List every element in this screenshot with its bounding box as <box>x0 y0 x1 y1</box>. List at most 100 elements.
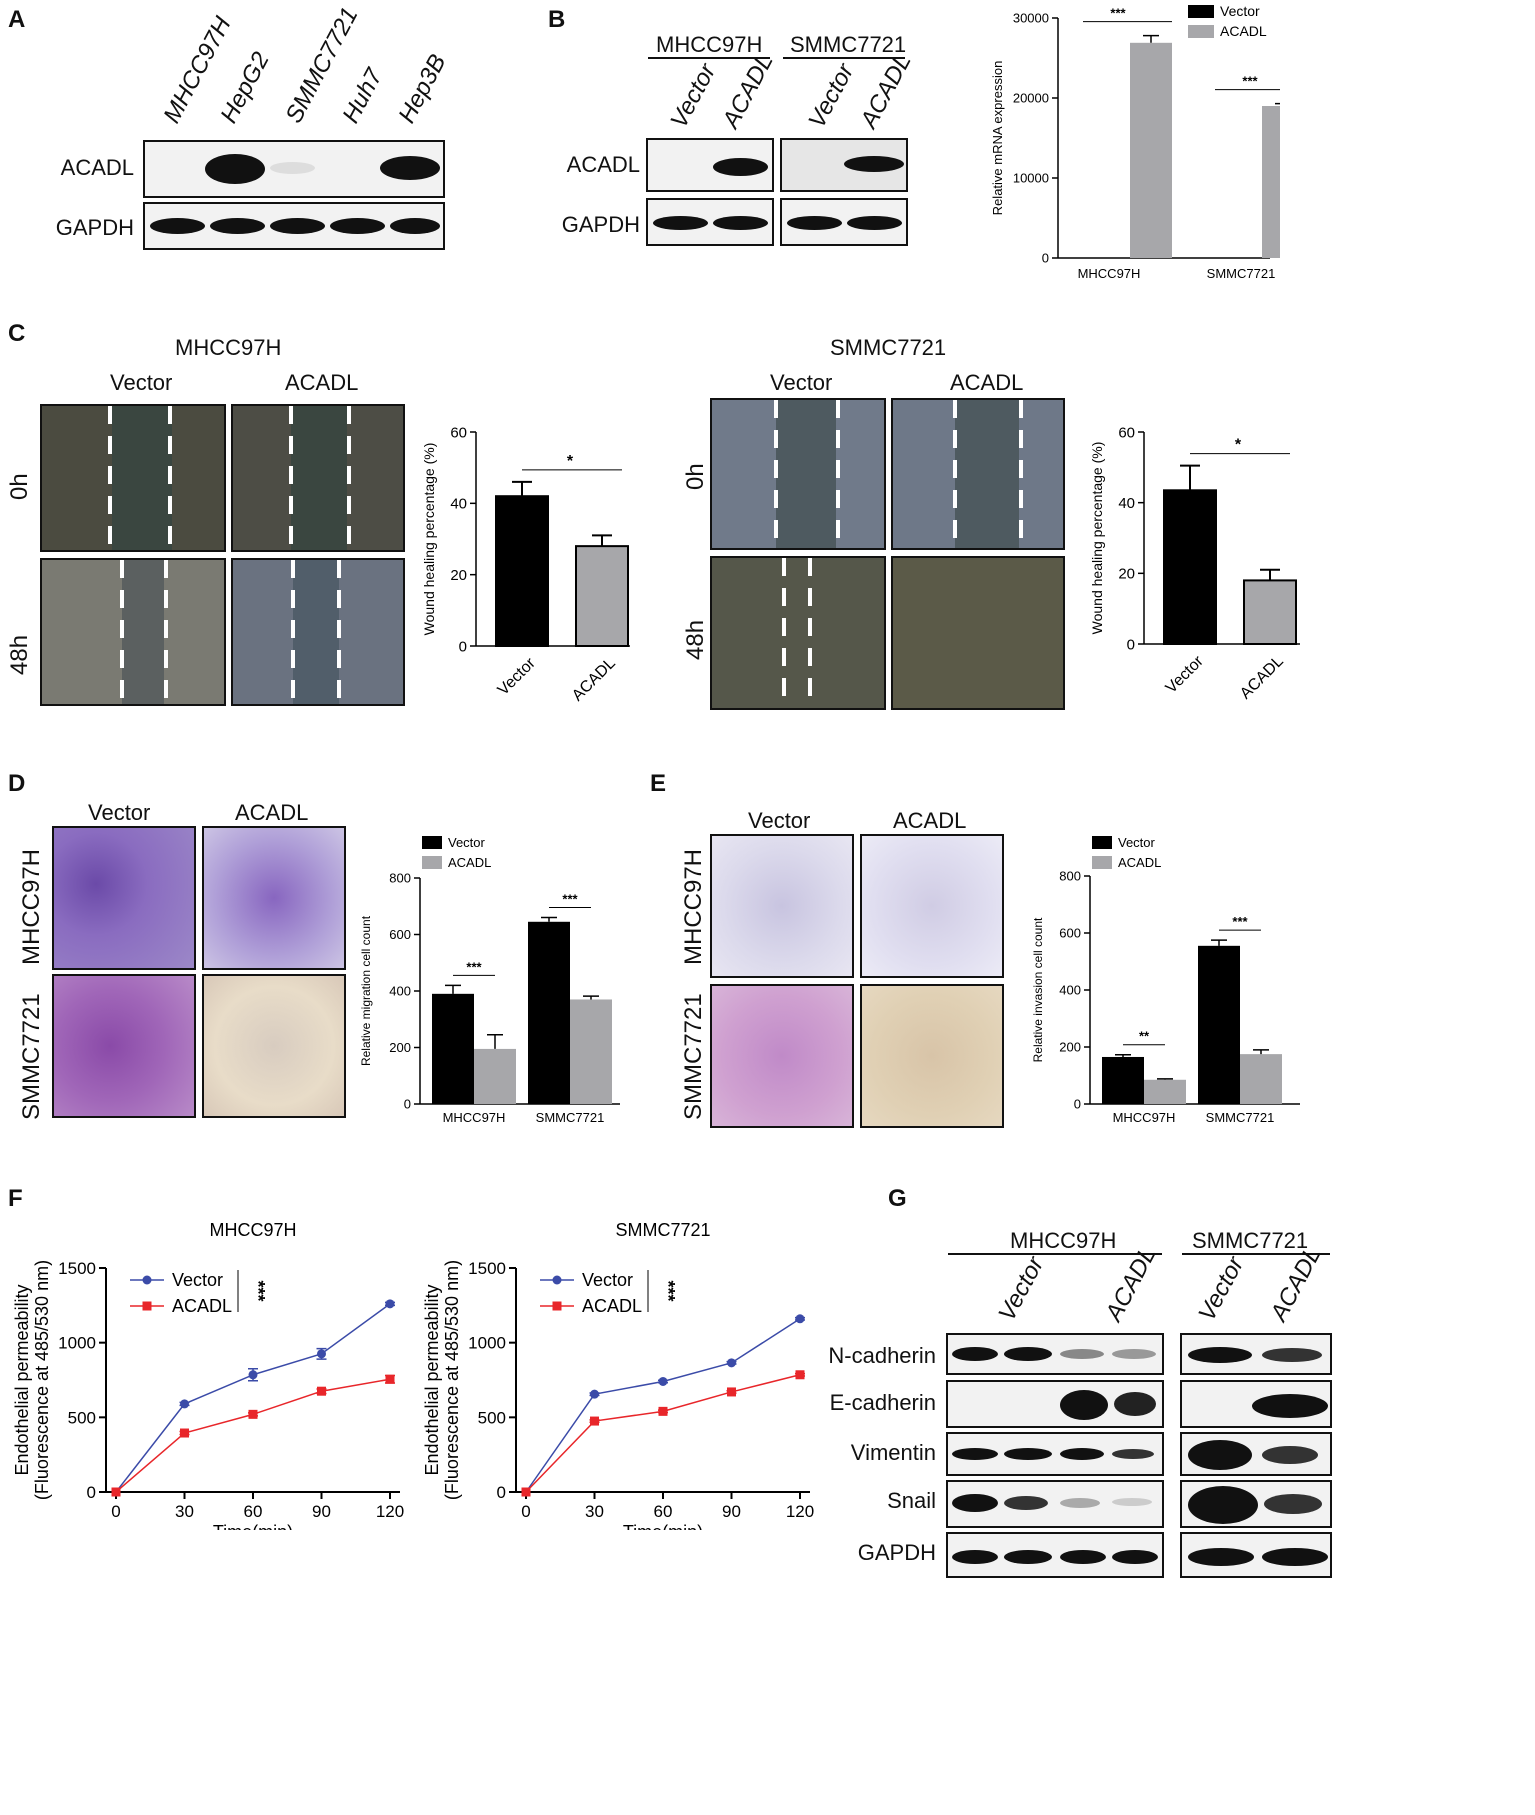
lane-label: ACADL <box>717 49 779 133</box>
migration-image <box>202 974 346 1118</box>
data-point <box>795 1370 805 1380</box>
blot-image <box>946 1432 1164 1476</box>
error-bar <box>1275 102 1280 105</box>
panel-label-g: G <box>888 1185 907 1212</box>
lane-label: ACADL <box>855 49 917 133</box>
chart-d-migration: 0 200 400 600 800 Relative migration cell cou… <box>359 835 620 1125</box>
invasion-image <box>710 834 854 978</box>
invasion-image <box>860 834 1004 978</box>
y-tick-label: 0 <box>1074 1097 1081 1112</box>
y-tick-label: 20 <box>1118 566 1135 583</box>
error-bar <box>1115 1053 1131 1057</box>
y-tick-label: 0 <box>497 1483 506 1502</box>
group-label: MHCC97H <box>656 32 763 57</box>
error-bar <box>583 995 599 1000</box>
y-tick-label: 0 <box>87 1483 96 1502</box>
blot-row-label: Snail <box>887 1488 936 1513</box>
panel-label-f: F <box>8 1185 23 1212</box>
y-tick-label: 20000 <box>1013 91 1049 106</box>
legend-label: ACADL <box>582 1296 642 1316</box>
data-point <box>180 1399 189 1409</box>
invasion-image <box>710 984 854 1128</box>
data-point <box>385 1374 395 1384</box>
blot-image <box>946 1333 1164 1375</box>
x-tick-label: Vector <box>1163 652 1208 697</box>
column-label: Vector <box>770 370 833 395</box>
legend-label: ACADL <box>448 855 491 870</box>
error-bar <box>1260 568 1280 581</box>
row-label: SMMC7721 <box>680 993 707 1120</box>
data-point <box>590 1416 599 1426</box>
error-bar <box>512 480 532 497</box>
x-tick-label: 30 <box>585 1502 604 1521</box>
error-bar <box>487 1034 503 1049</box>
blot-image <box>1180 1333 1332 1375</box>
significance-marker: *** <box>248 1280 268 1301</box>
significance-marker: * <box>1235 437 1242 454</box>
blot-image <box>946 1380 1164 1428</box>
y-tick-label: 800 <box>389 871 411 886</box>
bar <box>1130 42 1172 258</box>
y-tick-label: 600 <box>1059 926 1081 941</box>
legend-label: Vector <box>448 835 486 850</box>
x-axis-label: Time(min) <box>623 1522 703 1530</box>
panel-label-c: C <box>8 320 26 347</box>
lane-label: Vector <box>803 59 860 133</box>
legend-label: ACADL <box>1118 855 1161 870</box>
legend-label: Vector <box>1220 3 1260 19</box>
data-point <box>795 1314 805 1324</box>
wound-image <box>40 404 226 552</box>
x-tick-label: SMMC7721 <box>1207 266 1276 281</box>
blot-row-label: E-cadherin <box>829 1390 936 1415</box>
data-point <box>727 1358 736 1368</box>
legend-marker <box>552 1301 562 1311</box>
significance-marker: ** <box>1139 1029 1150 1044</box>
y-tick-label: 60 <box>1118 424 1135 441</box>
column-label: Vector <box>88 800 151 825</box>
blot-row-label: ACADL <box>566 152 640 177</box>
column-label: Vector <box>748 808 811 833</box>
x-tick-label: 120 <box>376 1502 404 1521</box>
y-axis-label: Endothelial permeability <box>422 1284 442 1475</box>
chart-f-permeability-smmc7721: SMMC7721 Endothelial permeability (Fluores… <box>422 1220 814 1530</box>
lane-label: Vector <box>993 1252 1050 1326</box>
y-axis-label: (Fluorescence at 485/530 nm) <box>442 1260 462 1500</box>
data-point <box>727 1387 736 1397</box>
x-tick-label: ACADL <box>569 655 619 705</box>
series-line <box>115 1378 391 1493</box>
y-tick-label: 400 <box>1059 983 1081 998</box>
legend-swatch <box>1188 25 1214 38</box>
bar <box>575 545 629 647</box>
row-label: 0h <box>682 463 709 490</box>
y-tick-label: 800 <box>1059 869 1081 884</box>
x-tick-label: 0 <box>111 1502 120 1521</box>
x-tick-label: 30 <box>175 1502 194 1521</box>
x-tick-label: ACADL <box>1237 653 1287 703</box>
chart-title: MHCC97H <box>209 1220 296 1240</box>
column-label: ACADL <box>235 800 309 825</box>
y-axis-label: Relative migration cell count <box>359 915 373 1066</box>
y-tick-label: 1500 <box>58 1259 96 1278</box>
bar <box>1102 1056 1144 1104</box>
row-label: MHCC97H <box>18 848 45 965</box>
group-label: SMMC7721 <box>1192 1228 1309 1253</box>
error-bar <box>1211 939 1227 946</box>
x-tick-label: SMMC7721 <box>536 1110 605 1125</box>
panel-label-a: A <box>8 6 26 33</box>
x-tick-label: MHCC97H <box>1078 266 1141 281</box>
significance-marker: *** <box>1110 6 1126 21</box>
x-tick-label: MHCC97H <box>443 1110 506 1125</box>
blot-image <box>1180 1532 1332 1578</box>
legend-swatch <box>422 856 442 869</box>
wound-image <box>231 558 405 706</box>
significance-marker: *** <box>1232 914 1248 929</box>
row-label: SMMC7721 <box>18 993 45 1120</box>
chart-c-wound-smmc7721: 0 20 40 60 Wound healing percentage (%) Vecto… <box>1089 424 1300 703</box>
y-tick-label: 0 <box>404 1097 411 1112</box>
x-tick-label: 120 <box>786 1502 814 1521</box>
legend-swatch <box>1188 5 1214 18</box>
panel-title: SMMC7721 <box>830 335 947 360</box>
bar <box>474 1048 516 1104</box>
y-axis-label: Wound healing percentage (%) <box>1089 442 1105 635</box>
blot-row-label: GAPDH <box>857 1540 936 1565</box>
